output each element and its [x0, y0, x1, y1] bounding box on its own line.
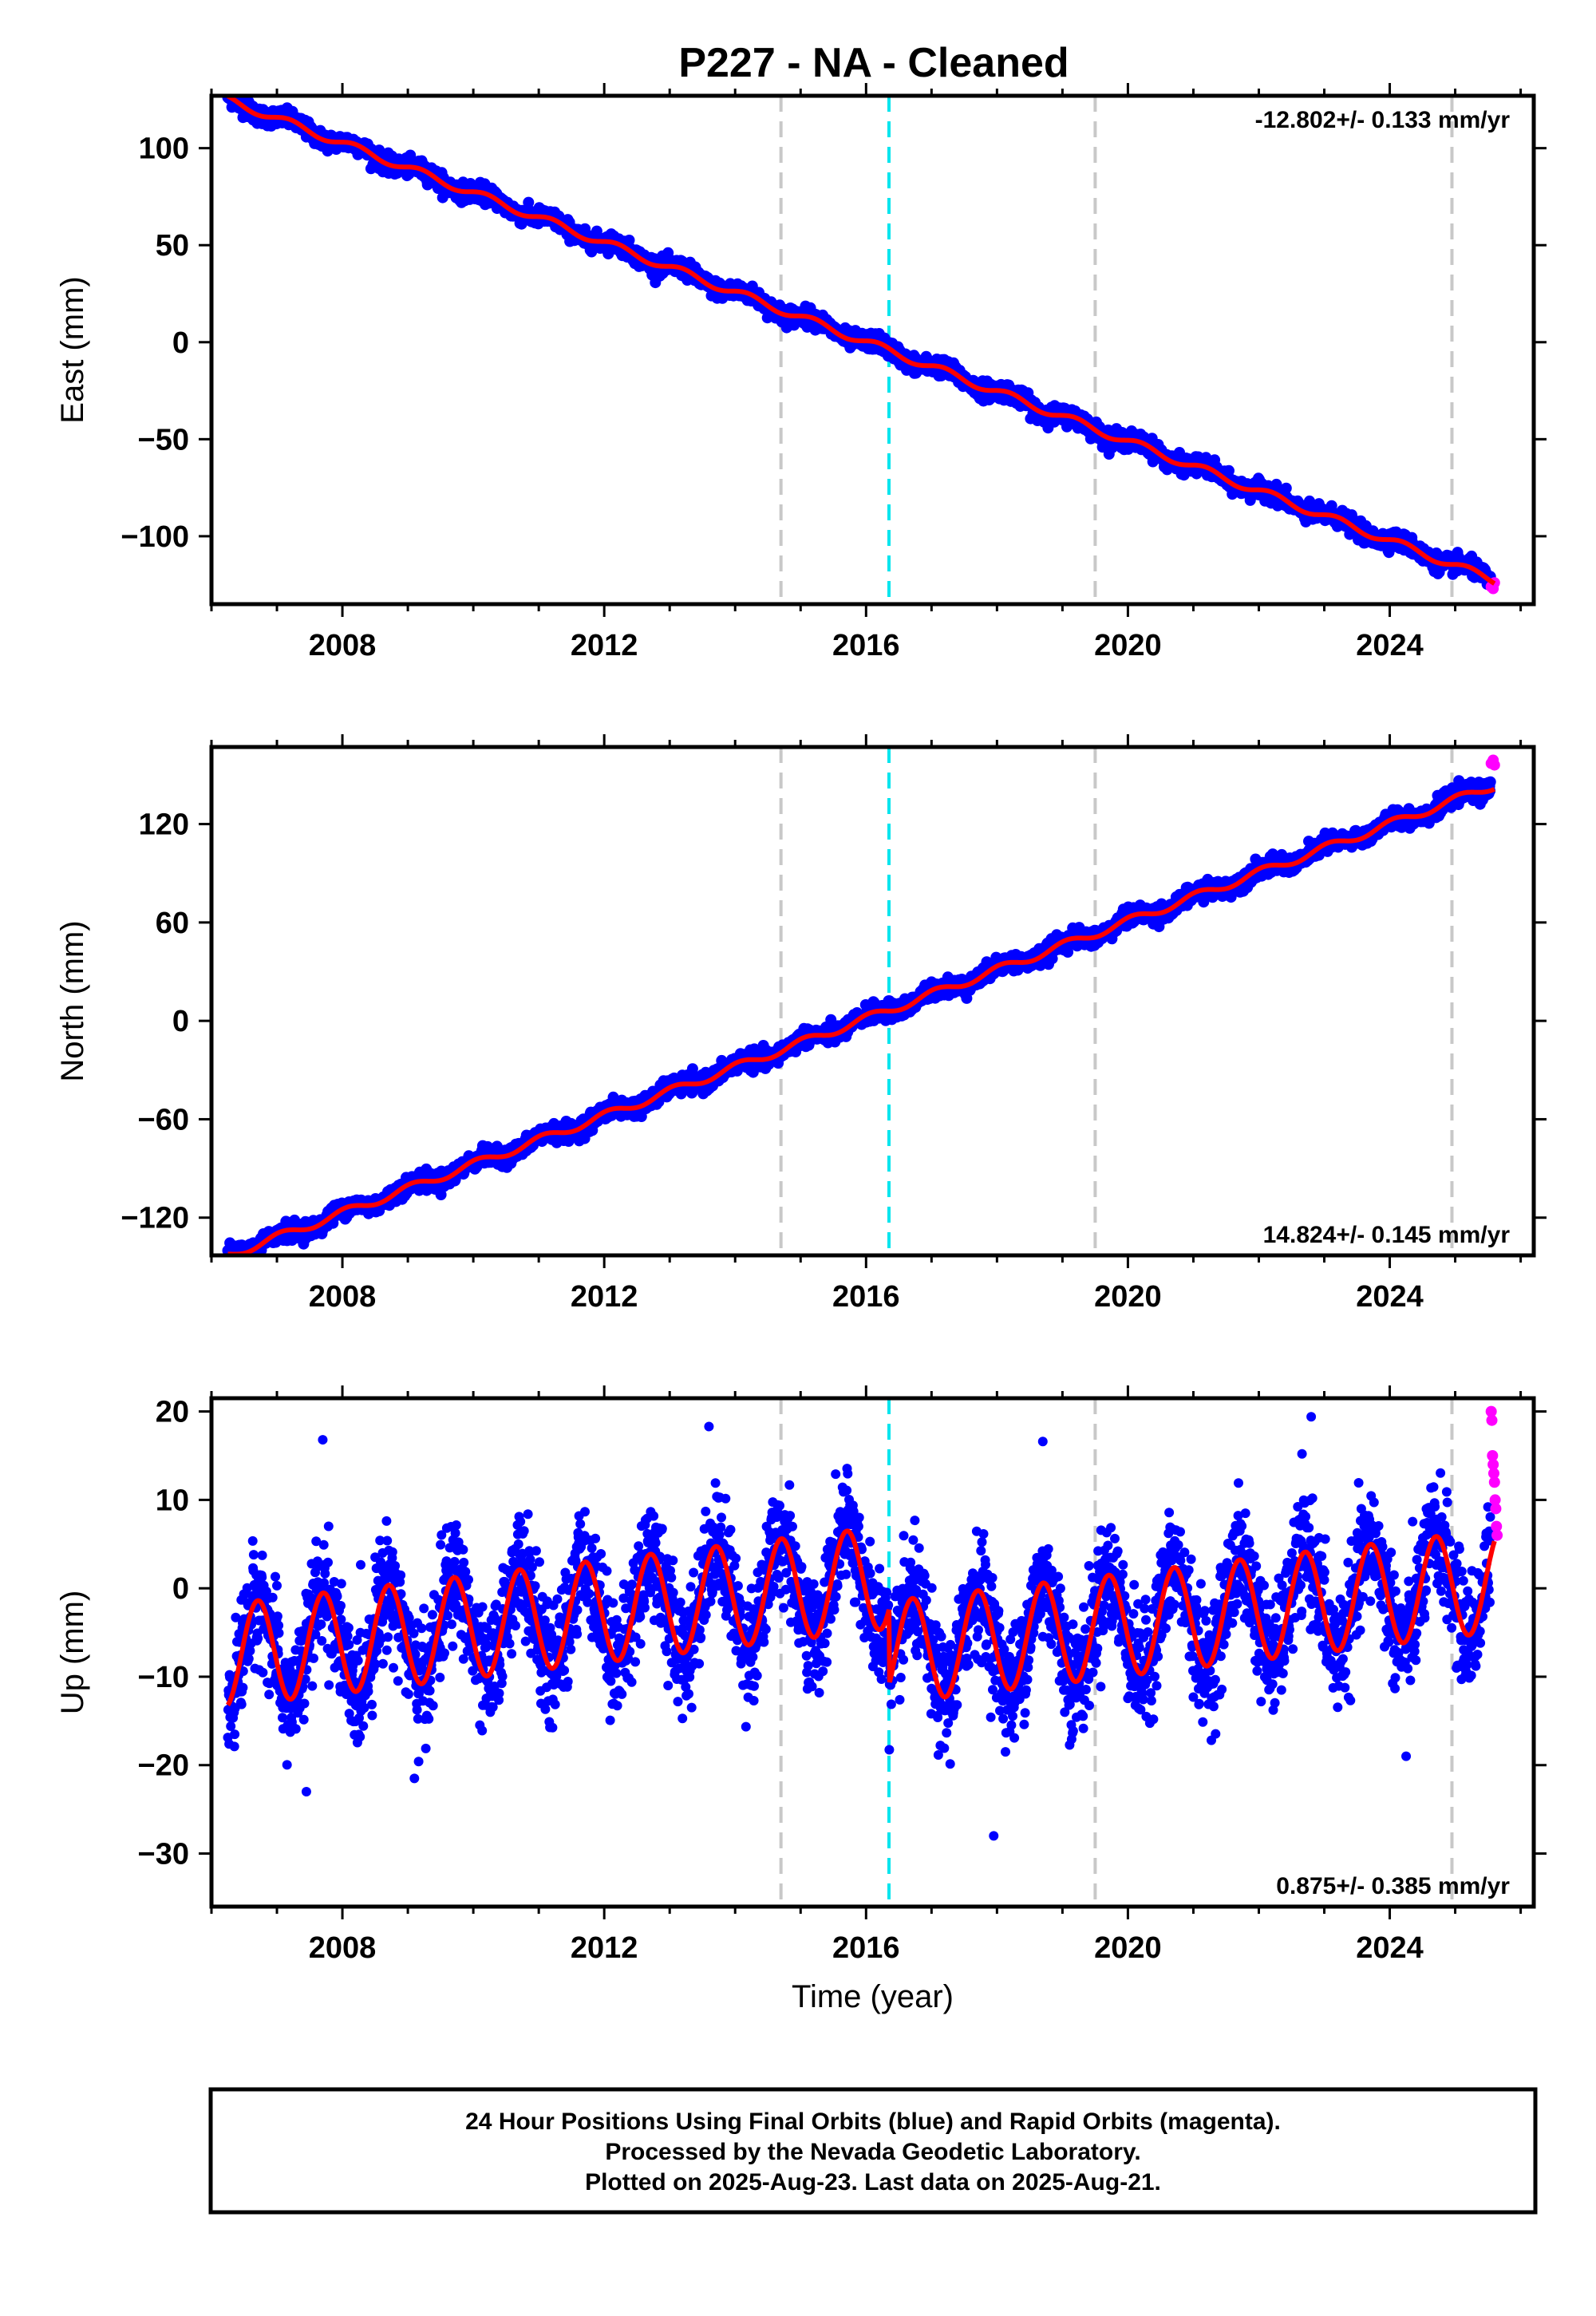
- y-axis-label: East (mm): [55, 276, 90, 423]
- y-tick-label: −100: [120, 520, 189, 554]
- x-tick-label: 2016: [832, 629, 900, 662]
- y-tick-label: 50: [156, 229, 189, 263]
- y-tick-label: 100: [139, 132, 189, 166]
- data-point: [232, 1259, 243, 1270]
- model-fit-curve: [227, 96, 1496, 586]
- x-tick-label: 2008: [309, 629, 377, 662]
- data-point: [235, 1256, 246, 1267]
- data-point: [1223, 464, 1235, 476]
- data-point: [405, 149, 417, 161]
- final-orbit-points: [222, 775, 1496, 1270]
- velocity-label: -12.802+/- 0.133 mm/yr: [1255, 107, 1511, 133]
- data-point: [223, 1257, 235, 1268]
- y-tick-label: −50: [138, 423, 189, 456]
- data-point: [523, 196, 535, 208]
- y-tick-label: 0: [172, 326, 189, 360]
- east-panel: 2008 2012 2016 2020 2024 −100 −50 0 50 100 East (m…: [55, 83, 1547, 662]
- x-tick-label: 2020: [1094, 629, 1162, 662]
- x-tick-label: 2012: [571, 629, 638, 662]
- figure-title: P227 - NA - Cleaned: [678, 40, 1069, 86]
- x-tick-label: 2024: [1356, 629, 1424, 662]
